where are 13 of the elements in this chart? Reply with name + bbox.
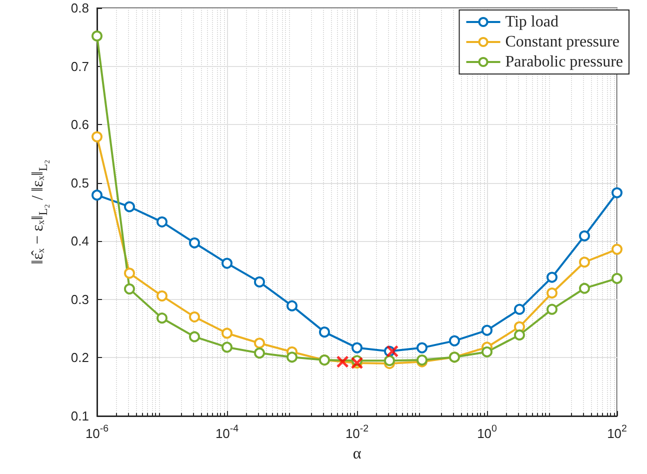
x-axis-title: α bbox=[352, 446, 362, 462]
y-tick-label: 0.7 bbox=[70, 58, 89, 74]
y-tick-label: 0.4 bbox=[70, 234, 89, 249]
legend-label: Tip load bbox=[505, 14, 558, 30]
y-tick-label: 0.1 bbox=[70, 408, 89, 424]
y-axis-title: ‖ε̂ₓ − εₓ‖L₂ / ‖εₓ‖L₂ bbox=[30, 160, 50, 264]
legend-label: Parabolic pressure bbox=[505, 54, 623, 70]
y-tick-label: 0.2 bbox=[70, 350, 89, 366]
y-tick-label: 0.8 bbox=[70, 0, 89, 16]
legend-label: Constant pressure bbox=[505, 34, 620, 50]
y-tick-label: 0.5 bbox=[70, 175, 89, 190]
y-tick-label: 0.3 bbox=[70, 292, 89, 307]
y-tick-label: 0.6 bbox=[70, 117, 89, 132]
